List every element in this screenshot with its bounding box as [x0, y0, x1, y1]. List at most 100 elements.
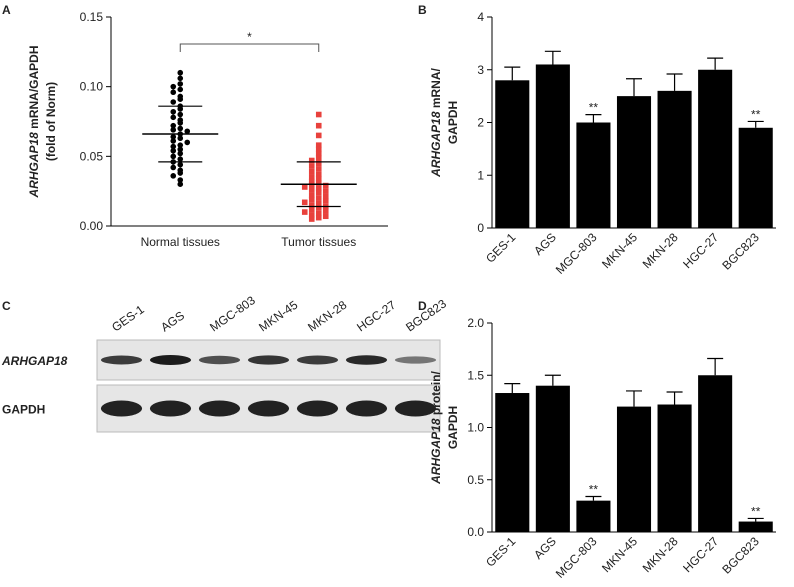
data-point [177, 69, 184, 76]
significance-label: ** [589, 482, 599, 496]
data-point [315, 195, 322, 201]
x-tick-label: Tumor tissues [281, 235, 356, 249]
data-point [301, 199, 308, 206]
error-bar [666, 73, 683, 91]
x-tick-label: HGC-27 [680, 230, 721, 271]
lane-label: MKN-28 [305, 298, 349, 335]
y-axis-label: (fold of Norm) [44, 82, 58, 161]
data-point [170, 114, 177, 121]
y-axis-label: ARHGAP18 mRNA/GAPDH [27, 45, 41, 198]
bar [657, 90, 692, 228]
bar [738, 521, 773, 532]
panel-letter: C [2, 299, 11, 313]
data-point [315, 180, 322, 186]
data-point [170, 134, 177, 140]
data-point [308, 168, 315, 175]
bar [495, 393, 530, 532]
error-bar [707, 357, 724, 376]
data-point [170, 153, 177, 160]
data-point [170, 143, 177, 150]
blot-band [100, 400, 143, 417]
lane-label: AGS [158, 308, 187, 334]
blot-band [149, 355, 192, 365]
data-point [170, 138, 177, 144]
data-point [315, 142, 322, 148]
data-point [170, 108, 177, 115]
x-tick-label: MKN-28 [640, 230, 681, 271]
x-tick-label: BGC823 [719, 534, 762, 577]
data-point [322, 188, 329, 194]
data-point [315, 189, 322, 196]
data-point [177, 125, 184, 132]
data-point [315, 154, 322, 161]
panel-letter: B [418, 3, 427, 17]
x-tick-label: AGS [531, 230, 559, 258]
data-point [177, 111, 184, 118]
y-axis-label: ARHGAP18 mRNA/ [429, 67, 443, 177]
x-tick-label: MKN-28 [640, 534, 681, 575]
data-point [308, 212, 315, 218]
y-tick-label: 0.15 [80, 10, 104, 24]
y-tick-label: 0.05 [80, 149, 104, 163]
blot-band [394, 400, 437, 417]
data-point [177, 86, 184, 93]
data-point [322, 182, 329, 189]
significance-bracket [179, 43, 320, 52]
data-point [170, 99, 177, 105]
blot-band [296, 355, 339, 365]
data-point [315, 210, 322, 217]
data-point [177, 161, 184, 168]
bar [738, 127, 773, 228]
data-point [315, 146, 322, 153]
x-tick-label: GES-1 [483, 534, 519, 570]
y-tick-label: 2 [477, 116, 484, 130]
bar [535, 385, 570, 532]
y-axis-label: ARHGAP18 protein/ [429, 370, 443, 484]
data-point [315, 171, 322, 178]
panel-letter: D [418, 299, 427, 313]
data-point [322, 198, 329, 204]
error-bar [666, 391, 683, 405]
data-point [315, 200, 322, 207]
data-point [308, 163, 315, 169]
x-tick-label: MKN-45 [599, 534, 640, 575]
error-bar [585, 113, 602, 123]
y-tick-label: 1 [477, 168, 484, 182]
y-tick-label: 0.0 [467, 525, 484, 539]
significance-label: ** [751, 504, 761, 518]
y-tick-label: 0.10 [80, 80, 104, 94]
error-bar [544, 50, 561, 65]
blot-band [149, 400, 192, 417]
y-tick-label: 2.0 [467, 316, 484, 330]
data-point [170, 164, 177, 171]
bar [616, 96, 652, 228]
error-bar [747, 120, 764, 128]
data-point [308, 196, 315, 203]
data-point [322, 213, 329, 220]
blot-band [100, 355, 143, 365]
bar [698, 69, 733, 228]
lane-label: GES-1 [109, 302, 147, 334]
data-point [308, 192, 315, 199]
significance-label: ** [751, 107, 761, 121]
data-point [184, 139, 191, 146]
y-tick-label: 1.5 [467, 368, 484, 382]
error-bar [585, 495, 602, 501]
bar [657, 404, 692, 532]
data-point [308, 202, 315, 208]
blot-band [247, 355, 290, 365]
bar [576, 500, 611, 532]
error-bar [504, 66, 521, 81]
data-point [315, 122, 322, 129]
x-tick-label: GES-1 [483, 230, 519, 266]
data-point [308, 216, 315, 222]
data-point [177, 170, 184, 176]
blot-band [296, 400, 339, 417]
x-tick-label: MGC-803 [553, 534, 600, 581]
data-point [177, 150, 184, 157]
data-point [315, 214, 322, 221]
data-point [308, 206, 315, 213]
row-label: ARHGAP18 [1, 354, 68, 368]
data-point [170, 122, 177, 129]
